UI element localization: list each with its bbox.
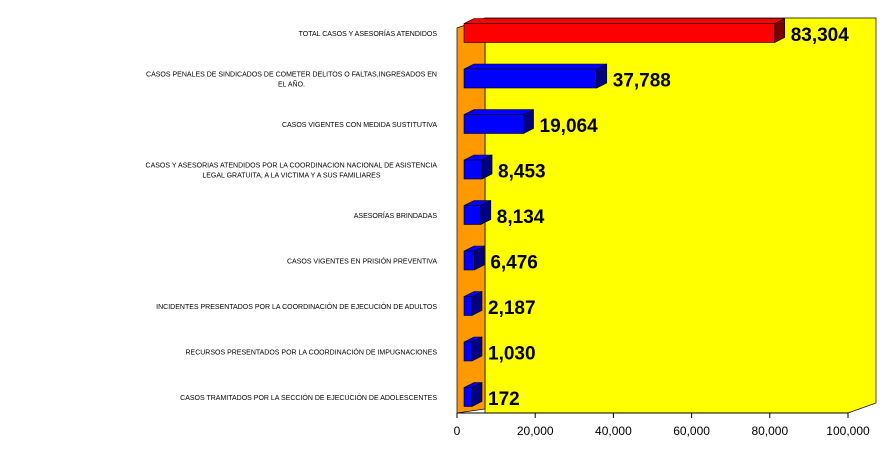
bar-end-face [523,109,534,134]
x-tick-label: 0 [454,424,461,438]
category-label: CASOS Y ASESORIAS ATENDIDOS POR LA COORD… [146,163,438,170]
bar [463,296,473,316]
bar-end-face [480,200,492,225]
bar-top-face [463,109,534,115]
data-label: 19,064 [540,116,599,137]
category-label: CASOS VIGENTES CON MEDIDA SUSTITUTIVA [282,122,437,129]
bar-top-face [463,18,785,24]
bar [463,387,473,407]
data-label: 172 [488,389,520,410]
bar-end-face [474,245,485,271]
bar [463,68,598,89]
category-label: RECURSOS PRESENTADOS POR LA COORDINACIÓN… [185,348,437,357]
x-tick-label: 100,000 [826,424,870,438]
category-label: CASOS PENALES DE SINDICADOS DE COMETER D… [146,72,437,79]
category-label: CASOS TRAMITADOS POR LA SECCIÓN DE EJECU… [180,393,437,402]
data-label: 8,134 [497,207,545,228]
bar [463,159,483,180]
data-label: 8,453 [498,162,546,183]
category-label: INCIDENTES PRESENTADOS POR LA COORDINACI… [156,302,437,311]
category-label: ASESORÍAS BRINDADAS [354,211,438,220]
bar-end-face [471,382,483,407]
category-label: EL AÑO. [278,80,305,89]
bar [463,23,776,43]
data-label: 1,030 [488,344,536,365]
data-label: 37,788 [613,71,671,92]
category-label: TOTAL CASOS Y ASESORÍAS ATENDIDOS [299,29,438,38]
bar-end-face [471,291,483,316]
bar-top-face [463,63,607,70]
bar-end-face [471,336,483,362]
bar [463,205,482,225]
bar-end-face [596,63,608,89]
bar [463,341,473,362]
x-tick-label: 80,000 [751,424,788,438]
data-label: 6,476 [490,253,538,274]
data-label: 83,304 [791,25,850,46]
x-tick-label: 40,000 [595,424,632,438]
category-label: LEGAL GRATUITA, A LA VICTIMA Y A SUS FAM… [202,173,381,180]
category-label: CASOS VIGENTES EN PRISIÓN PREVENTIVA [287,257,437,266]
bar [463,250,475,271]
bar-end-face [481,154,493,180]
x-tick-label: 60,000 [673,424,710,438]
bar-end-face [774,18,786,43]
x-tick-label: 20,000 [517,424,554,438]
bar [463,114,524,134]
data-label: 2,187 [488,298,536,319]
